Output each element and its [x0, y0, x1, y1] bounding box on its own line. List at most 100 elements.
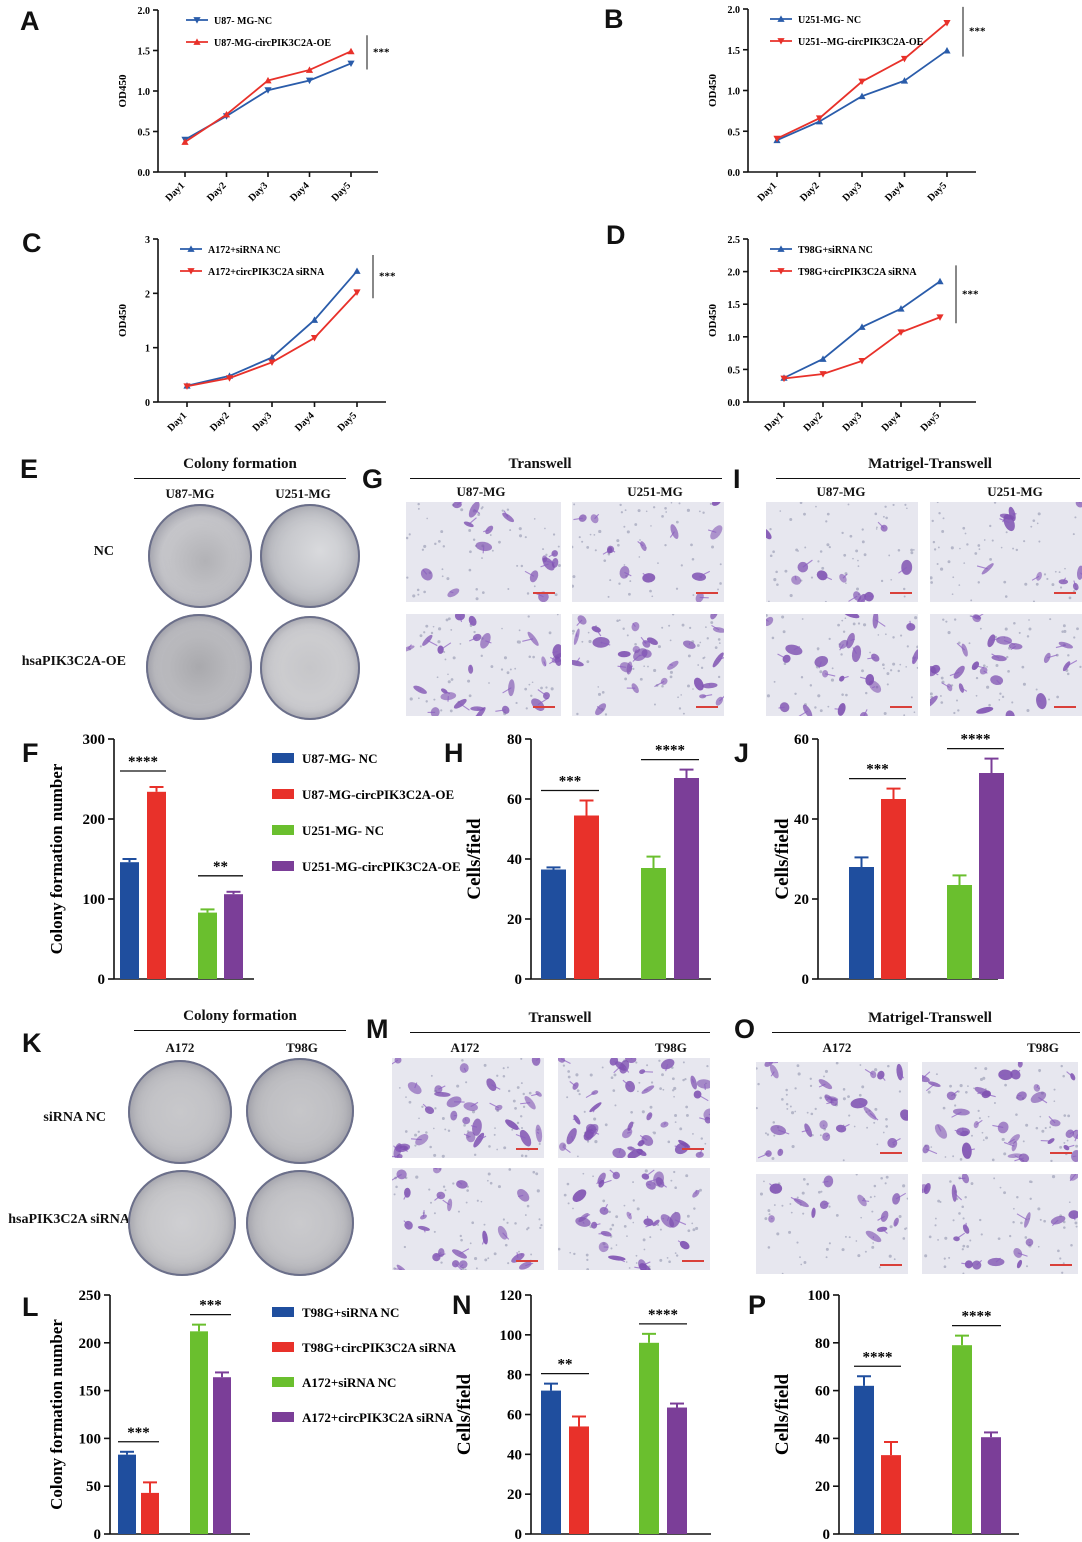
y-tick-label: 20	[794, 892, 809, 908]
panel-k-row-1: siRNA NC	[43, 1110, 106, 1125]
data-point	[819, 355, 827, 362]
matrigel-image-u251-nc	[930, 502, 1082, 602]
y-tick-label: 80	[507, 1368, 522, 1384]
panel-o-col-2: T98G	[1027, 1040, 1059, 1055]
significance-label: ***	[962, 288, 979, 300]
data-point	[347, 60, 355, 68]
panel-i-col-2: U251-MG	[987, 484, 1043, 499]
y-tick-label: 0.5	[138, 128, 151, 139]
y-tick-label: 60	[507, 792, 522, 808]
y-axis-label: OD450	[707, 74, 719, 108]
bar	[569, 1426, 589, 1534]
data-point	[305, 77, 314, 85]
series-line	[186, 291, 358, 388]
legend-marker	[777, 38, 785, 45]
y-tick-label: 0.0	[728, 168, 741, 179]
data-point	[225, 375, 234, 382]
bar	[881, 1455, 901, 1534]
legend-swatch	[272, 1342, 294, 1352]
data-point	[264, 76, 272, 84]
y-tick-label: 80	[815, 1336, 830, 1352]
transwell-image-t98g-si	[558, 1168, 710, 1270]
colony-dish-u87-oe	[146, 614, 252, 720]
transwell-image-t98g-nc	[558, 1058, 710, 1158]
legend-label: U251--MG-circPIK3C2A-OE	[798, 37, 924, 48]
y-tick-label: 0.0	[138, 168, 151, 179]
panel-g-title: Transwell	[508, 456, 572, 472]
bar	[952, 1345, 972, 1534]
legend-swatch	[272, 825, 294, 835]
panel-k-col-2: T98G	[286, 1040, 318, 1055]
transwell-image-u87-nc	[406, 502, 561, 602]
legend-label: T98G+siRNA NC	[302, 1305, 399, 1320]
y-tick-label: 20	[507, 1487, 522, 1503]
panel-m-rule	[410, 1032, 710, 1033]
y-tick-label: 0	[98, 972, 106, 988]
data-point	[900, 77, 909, 84]
x-tick-label: Day3	[247, 180, 271, 204]
bar	[541, 1390, 561, 1534]
y-tick-label: 1.0	[728, 333, 741, 344]
y-tick-label: 200	[83, 812, 106, 828]
data-point	[347, 47, 355, 55]
bar	[198, 912, 217, 979]
legend-swatch	[272, 1412, 294, 1422]
y-tick-label: 150	[79, 1384, 102, 1400]
data-point	[858, 92, 866, 100]
y-tick-label: 2.5	[728, 235, 741, 246]
y-tick-label: 2.0	[728, 268, 741, 279]
legend-label: U87- MG-NC	[214, 16, 272, 27]
y-tick-label: 60	[507, 1408, 522, 1424]
colony-dish-a172-si	[128, 1170, 236, 1276]
x-tick-label: Day4	[883, 180, 907, 204]
panel-letter-b: B	[604, 4, 624, 34]
y-tick-label: 0	[823, 1527, 831, 1542]
transwell-image-a172-nc	[392, 1058, 544, 1158]
legend-label: T98G+circPIK3C2A siRNA	[798, 267, 917, 278]
panel-e-title: Colony formation	[183, 456, 297, 472]
x-tick-label: Day1	[166, 410, 190, 434]
y-tick-label: 300	[83, 732, 106, 748]
legend-marker	[193, 38, 201, 45]
y-tick-label: 120	[500, 1288, 523, 1304]
x-tick-label: Day5	[330, 180, 354, 204]
line-chart-c: 0 1 2 3 Day1 Day2 Day3 Day4 Day5 OD450 A172+siRNA …	[117, 235, 396, 434]
x-tick-label: Day1	[763, 410, 787, 434]
data-point	[819, 371, 827, 378]
y-tick-label: 2.0	[138, 6, 151, 17]
y-axis-label: Cells/field	[464, 818, 485, 900]
bar	[120, 862, 139, 979]
panel-e-row-1: NC	[93, 544, 114, 559]
panel-letter-e: E	[20, 454, 39, 484]
data-point	[181, 138, 189, 145]
panel-g-col-2: U251-MG	[627, 484, 683, 499]
y-tick-label: 1	[145, 344, 150, 355]
matrigel-image-u87-oe	[766, 614, 918, 716]
legend-marker	[777, 15, 785, 22]
significance-label: ***	[199, 1298, 222, 1314]
data-point	[858, 78, 866, 86]
significance-label: ***	[379, 271, 396, 283]
legend-marker	[187, 245, 195, 252]
y-tick-label: 0	[802, 972, 810, 988]
panel-letter-f: F	[22, 738, 39, 768]
bar	[979, 773, 1004, 979]
x-tick-label: Day3	[841, 410, 865, 434]
significance-label: ****	[128, 754, 158, 770]
y-tick-label: 0	[515, 972, 523, 988]
significance-label: ****	[961, 732, 991, 748]
panel-k-rule	[134, 1030, 346, 1031]
data-point	[780, 375, 788, 383]
y-axis-label: Cells/field	[772, 818, 793, 900]
y-axis-label: Cells/field	[454, 1373, 475, 1455]
transwell-image-u251-nc	[572, 502, 724, 602]
data-point	[858, 323, 866, 330]
matrigel-image-u251-oe	[930, 614, 1082, 716]
y-tick-label: 0.0	[728, 398, 741, 409]
x-tick-label: Day5	[919, 410, 943, 434]
panel-m-col-2: T98G	[655, 1040, 687, 1055]
y-tick-label: 250	[79, 1288, 102, 1304]
panel-letter-c: C	[22, 228, 42, 258]
